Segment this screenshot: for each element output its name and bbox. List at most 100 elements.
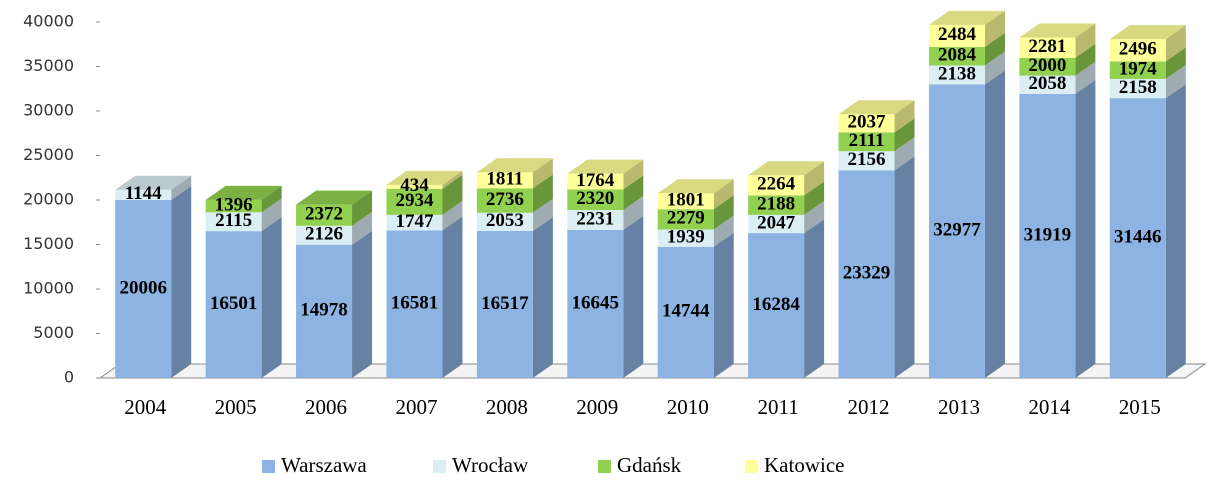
bar-segment [115, 189, 172, 200]
floor [98, 363, 1207, 379]
y-tick-label: 5000 [33, 323, 74, 342]
bar-side [623, 196, 644, 230]
bar-side [713, 179, 734, 210]
bar-segment [386, 230, 443, 378]
value-label: 31446 [1114, 226, 1162, 247]
bar-side [984, 70, 1005, 378]
x-tick-label: 2011 [758, 395, 799, 419]
value-label: 2320 [576, 188, 614, 209]
y-tick-label: 30000 [23, 101, 74, 120]
value-label: 14744 [662, 301, 710, 322]
value-label: 2736 [486, 189, 524, 210]
bar-side [532, 198, 553, 231]
bar-side [532, 158, 553, 189]
bar-segment [748, 233, 805, 378]
bar-side [713, 232, 734, 378]
y-tick-label: 10000 [23, 279, 74, 298]
value-label: 23329 [843, 263, 891, 284]
bar-top [748, 161, 825, 176]
bar-segment [205, 231, 262, 378]
bar-side [894, 118, 915, 152]
x-tick-label: 2004 [124, 395, 167, 419]
value-label: 2058 [1028, 73, 1066, 94]
bar-segment [838, 170, 895, 378]
bar-top [1019, 23, 1096, 38]
bar-top [386, 170, 463, 185]
bar-side [623, 159, 644, 190]
bar-side [442, 174, 463, 215]
bar-side [1075, 23, 1096, 58]
bar-side [1165, 64, 1186, 99]
bar-top [476, 158, 553, 173]
bar-segment [476, 230, 533, 378]
value-label: 2231 [576, 208, 614, 229]
value-label: 14978 [300, 300, 348, 321]
value-label: 2158 [1119, 77, 1157, 98]
bar-side [1075, 43, 1096, 76]
bar-segment [386, 214, 443, 231]
bar-side [623, 215, 644, 378]
bar-segment [1109, 98, 1166, 378]
bar-segment [1109, 78, 1166, 99]
bar-segment [748, 214, 805, 234]
x-tick-label: 2010 [667, 395, 709, 419]
bar-side [442, 200, 463, 231]
value-label: 2484 [938, 24, 977, 45]
bar-segment [928, 46, 985, 66]
value-label: 1396 [215, 194, 253, 215]
value-label: 2047 [757, 212, 796, 233]
bar-segment [838, 132, 895, 152]
value-label: 2372 [305, 204, 343, 225]
x-tick-label: 2006 [305, 395, 347, 419]
bar-segment [296, 244, 353, 378]
y-tick-label: 15000 [23, 234, 74, 253]
bar-top [296, 190, 373, 205]
bar-side [804, 181, 825, 215]
bar-side [804, 200, 825, 234]
legend-label: Gdańsk [617, 453, 682, 477]
y-tick-label: 0 [64, 368, 74, 387]
bar-segment [476, 172, 533, 189]
bar-segment [386, 188, 443, 215]
bar-segment [567, 173, 624, 190]
bar-side [352, 190, 373, 226]
bar-segment [205, 212, 262, 232]
bar-segment [296, 225, 353, 245]
value-label: 1811 [486, 169, 523, 190]
value-label: 2934 [395, 190, 434, 211]
legend-label: Wrocław [452, 453, 529, 477]
bar-side [261, 198, 282, 232]
bar-side [171, 175, 192, 200]
bar-segment [928, 84, 985, 378]
value-label: 2279 [667, 208, 705, 229]
bar-side [804, 219, 825, 378]
bar-side [352, 230, 373, 378]
x-tick-label: 2007 [395, 395, 437, 419]
bar-side [1165, 25, 1186, 62]
legend-label: Warszawa [281, 453, 367, 477]
legend-swatch [598, 460, 611, 473]
bar-side [984, 10, 1005, 47]
value-label: 16501 [210, 293, 258, 314]
value-label: 2281 [1028, 36, 1066, 57]
legend-label: Katowice [764, 453, 844, 477]
value-label: 1974 [1119, 58, 1158, 79]
bar-segment [115, 199, 172, 378]
value-label: 31919 [1024, 224, 1072, 245]
bar-segment [748, 175, 805, 196]
bar-segment [296, 204, 353, 226]
value-label: 2156 [848, 149, 886, 170]
bar-segment [1019, 75, 1076, 94]
value-label: 1144 [125, 183, 162, 204]
bar-side [532, 174, 553, 213]
y-tick-label: 20000 [23, 190, 74, 209]
bar-segment [1109, 61, 1166, 79]
value-label: 16645 [572, 292, 620, 313]
bar-segment [657, 209, 714, 230]
bar-top [1109, 25, 1186, 40]
bar-side [984, 51, 1005, 85]
value-label: 1764 [576, 170, 615, 191]
value-label: 2264 [757, 174, 796, 195]
bar-side [1165, 84, 1186, 378]
